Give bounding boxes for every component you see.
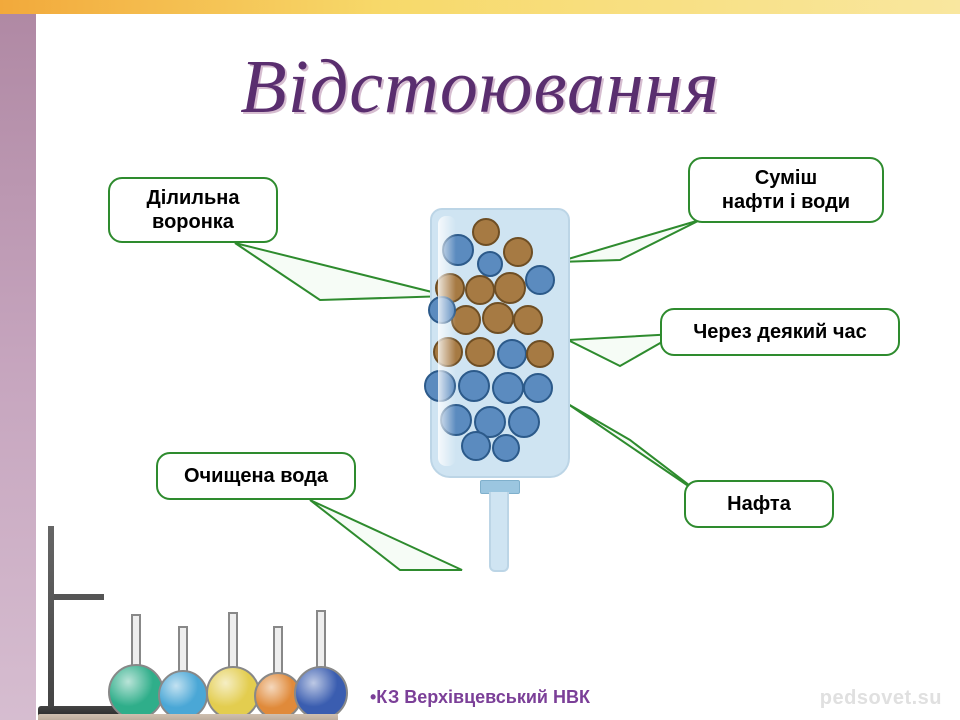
slide: Відстоювання Ділильнаворонка Сумішнафти … (0, 0, 960, 720)
flask-body (294, 666, 348, 720)
blue-particle (523, 373, 553, 403)
flask-1 (108, 610, 164, 720)
flask-neck (228, 612, 238, 670)
separating-funnel (430, 208, 570, 578)
flask-neck (316, 610, 326, 670)
watermark: pedsovet.su (820, 687, 942, 710)
brown-particle (494, 272, 526, 304)
blue-particle (508, 406, 540, 438)
funnel-stem (489, 492, 509, 572)
callout-oil-text: Нафта (727, 492, 791, 516)
callout-water: Очищена вода (156, 452, 356, 500)
shelf (38, 714, 338, 720)
blue-particle (525, 265, 555, 295)
flask-body (158, 670, 208, 720)
flask-neck (131, 614, 141, 668)
blue-particle (442, 234, 474, 266)
callout-time-text: Через деякий час (693, 320, 867, 344)
flask-2 (158, 622, 208, 720)
blue-particle (461, 431, 491, 461)
blue-particle (492, 434, 520, 462)
blue-particle (440, 404, 472, 436)
blue-particle (458, 370, 490, 402)
brown-particle (526, 340, 554, 368)
stand-clamp (54, 594, 104, 600)
callout-mixture-text: Сумішнафти і води (722, 166, 850, 214)
callout-oil: Нафта (684, 480, 834, 528)
stand-pole (48, 526, 54, 706)
footer-text: •КЗ Верхівцевський НВК (370, 687, 590, 708)
flask-body (206, 666, 260, 720)
blue-particle (492, 372, 524, 404)
brown-particle (433, 337, 463, 367)
blue-particle (477, 251, 503, 277)
brown-particle (465, 275, 495, 305)
flask-3 (206, 608, 260, 720)
flask-5 (294, 606, 348, 720)
brown-particle (482, 302, 514, 334)
brown-particle (503, 237, 533, 267)
brown-particle (513, 305, 543, 335)
blue-particle (428, 296, 456, 324)
blue-particle (424, 370, 456, 402)
flask-neck (178, 626, 188, 674)
funnel-body (430, 208, 570, 478)
lab-glassware (38, 510, 338, 720)
callout-funnel: Ділильнаворонка (108, 177, 278, 243)
flask-body (108, 664, 164, 720)
callout-funnel-text: Ділильнаворонка (146, 186, 239, 234)
brown-particle (435, 273, 465, 303)
top-accent-bar (0, 0, 960, 14)
brown-particle (465, 337, 495, 367)
brown-particle (451, 305, 481, 335)
callout-time: Через деякий час (660, 308, 900, 356)
flask-neck (273, 626, 283, 676)
callout-mixture: Сумішнафти і води (688, 157, 884, 223)
blue-particle (497, 339, 527, 369)
slide-title: Відстоювання (0, 44, 960, 131)
brown-particle (472, 218, 500, 246)
callout-water-text: Очищена вода (184, 464, 328, 488)
